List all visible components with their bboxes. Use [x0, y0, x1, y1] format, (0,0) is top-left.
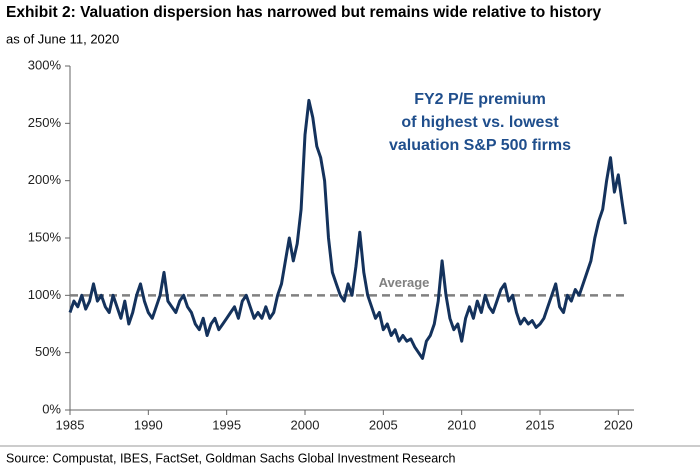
- x-tick-label: 2015: [526, 417, 555, 432]
- y-tick-label: 200%: [28, 172, 62, 187]
- annotation: valuation S&P 500 firms: [389, 137, 571, 154]
- y-tick-label: 100%: [28, 287, 62, 302]
- x-tick-label: 2010: [447, 417, 476, 432]
- y-tick-label: 300%: [28, 57, 62, 72]
- x-tick-label: 2020: [604, 417, 633, 432]
- x-tick-label: 1995: [212, 417, 241, 432]
- average-label: Average: [379, 275, 430, 290]
- annotation: FY2 P/E premium: [414, 91, 546, 108]
- y-tick-label: 50%: [35, 344, 61, 359]
- annotation: of highest vs. lowest: [401, 114, 559, 131]
- x-tick-label: 2000: [291, 417, 320, 432]
- x-tick-label: 1985: [56, 417, 85, 432]
- chart-title: Exhibit 2: Valuation dispersion has narr…: [6, 4, 602, 21]
- x-tick-label: 2005: [369, 417, 398, 432]
- x-tick-label: 1990: [134, 417, 163, 432]
- data-line: [68, 98, 627, 360]
- y-tick-label: 250%: [28, 115, 62, 130]
- y-tick-label: 0%: [42, 401, 61, 416]
- chart-subtitle: as of June 11, 2020: [6, 31, 119, 46]
- y-tick-label: 150%: [28, 229, 62, 244]
- source-note: Source: Compustat, IBES, FactSet, Goldma…: [6, 451, 456, 465]
